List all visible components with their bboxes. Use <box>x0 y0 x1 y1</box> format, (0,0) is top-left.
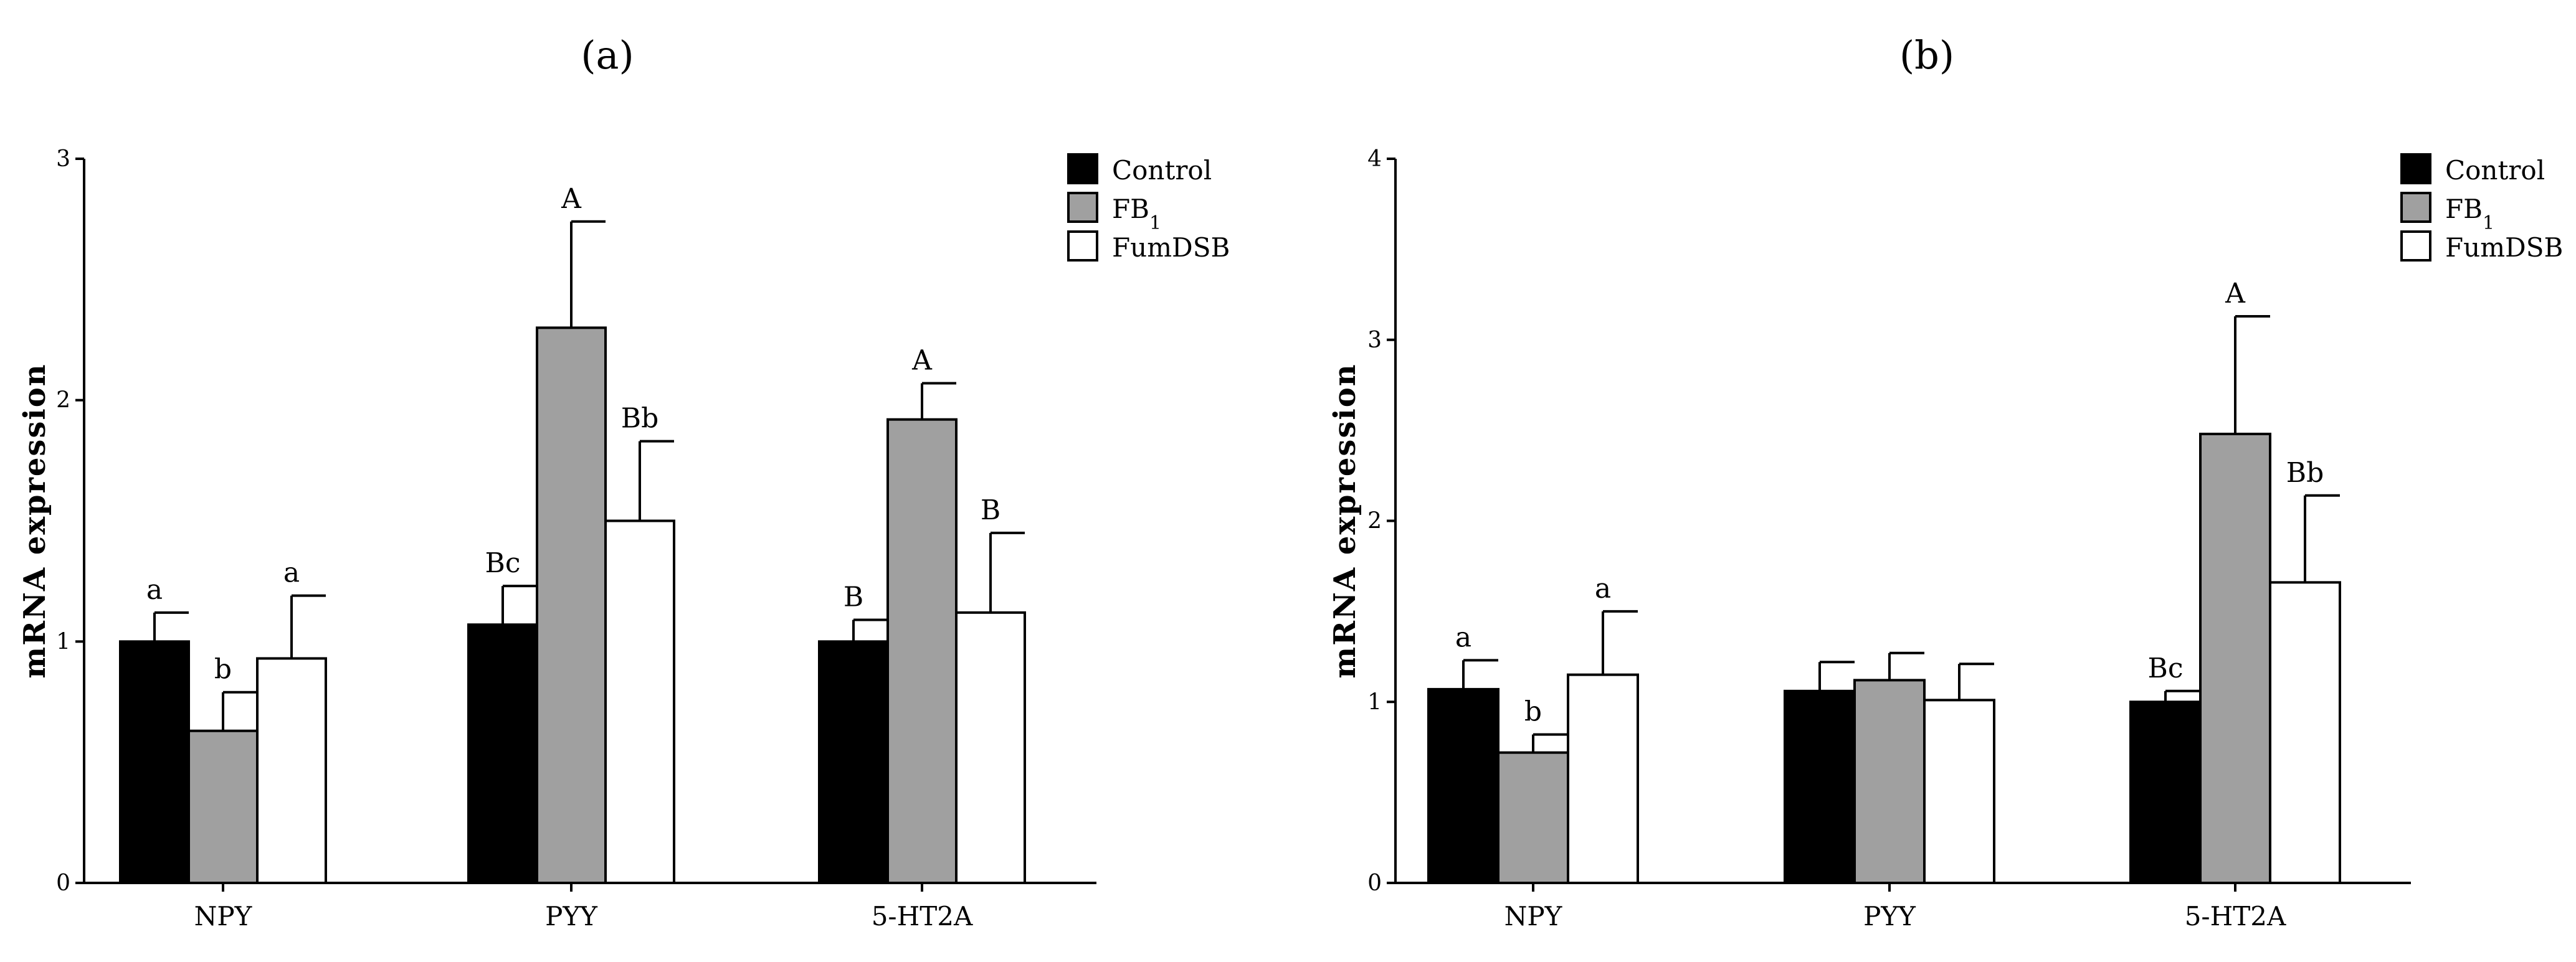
bar <box>2199 432 2271 884</box>
legend-item: FB1 <box>2400 192 2494 234</box>
legend-label-subscript: 1 <box>1149 212 1161 234</box>
significance-label: B <box>981 494 1000 526</box>
bar <box>818 640 889 885</box>
x-tick-label: NPY <box>1504 901 1563 931</box>
bar <box>886 418 958 884</box>
significance-label: A <box>2225 278 2246 309</box>
y-tick-label: 1 <box>56 629 70 654</box>
legend-item: Control <box>1067 153 1212 186</box>
y-axis-label: mRNA expression <box>1328 363 1362 678</box>
significance-label: b <box>214 654 232 686</box>
legend-label: Control <box>2445 155 2545 186</box>
significance-label: Bc <box>485 547 521 579</box>
chart-title: (b) <box>1899 32 1954 78</box>
significance-label: a <box>146 574 163 606</box>
y-tick-label: 3 <box>56 146 70 172</box>
significance-label: b <box>1524 696 1542 728</box>
bar <box>188 729 259 885</box>
bar <box>604 519 675 884</box>
significance-label: B <box>844 581 863 613</box>
y-tick-label: 0 <box>1367 870 1382 896</box>
bar <box>119 640 190 885</box>
x-tick-label: 5-HT2A <box>2185 901 2286 931</box>
bar <box>955 611 1026 885</box>
bar <box>1784 689 1856 885</box>
legend-item: Control <box>2400 153 2545 186</box>
bar <box>467 623 538 884</box>
legend-item: FumDSB <box>1067 230 1230 263</box>
significance-label: Bb <box>2286 457 2324 489</box>
x-tick-label: 5-HT2A <box>872 901 973 931</box>
x-tick-label: PYY <box>1863 901 1916 931</box>
y-tick-label: 0 <box>56 870 70 896</box>
bar <box>1923 699 1995 885</box>
bar <box>1853 679 1926 884</box>
significance-label: a <box>1595 573 1611 605</box>
y-tick-label: 3 <box>1367 328 1382 353</box>
significance-label: A <box>911 345 933 377</box>
legend-label: FB1 <box>2445 194 2494 234</box>
legend-item: FumDSB <box>2400 230 2563 263</box>
legend-swatch <box>2400 230 2431 262</box>
legend-label-subscript: 1 <box>2483 212 2494 234</box>
y-axis-label: mRNA expression <box>17 363 52 678</box>
legend-item: FB1 <box>1067 192 1161 234</box>
legend-swatch <box>2400 153 2431 184</box>
bar <box>256 657 327 884</box>
legend-swatch <box>1067 192 1098 223</box>
bar <box>1567 673 1639 884</box>
legend-swatch <box>1067 153 1098 184</box>
significance-label: A <box>561 183 582 215</box>
legend-swatch <box>2400 192 2431 223</box>
bar <box>2269 581 2341 884</box>
legend-swatch <box>1067 230 1098 262</box>
significance-label: Bc <box>2148 653 2184 684</box>
chart-title: (a) <box>581 32 634 78</box>
y-tick-label: 4 <box>1367 146 1382 172</box>
bar <box>536 326 607 884</box>
legend-label: FumDSB <box>1112 232 1230 263</box>
legend-label: FB1 <box>1112 194 1161 234</box>
chart-panel-b: (b) mRNA expression 0 1 2 3 4 NPY a b a PYY 5-HT2A Bc… <box>1328 32 2563 931</box>
bar <box>1427 687 1499 884</box>
bar <box>2129 700 2202 884</box>
significance-label: a <box>1455 621 1471 653</box>
y-tick-label: 2 <box>56 388 70 413</box>
legend-label: Control <box>1112 155 1212 186</box>
significance-label: a <box>283 557 300 589</box>
bar <box>1497 751 1569 885</box>
y-tick-label: 2 <box>1367 509 1382 534</box>
x-tick-label: PYY <box>545 901 598 931</box>
chart-panel-a: (a) mRNA expression 0 1 2 3 NPY a b a PYY Bc A Bb 5-HT… <box>17 32 1230 931</box>
y-tick-label: 1 <box>1367 689 1382 715</box>
x-tick-label: NPY <box>194 901 253 931</box>
significance-label: Bb <box>621 403 659 435</box>
legend-label: FumDSB <box>2445 232 2563 263</box>
